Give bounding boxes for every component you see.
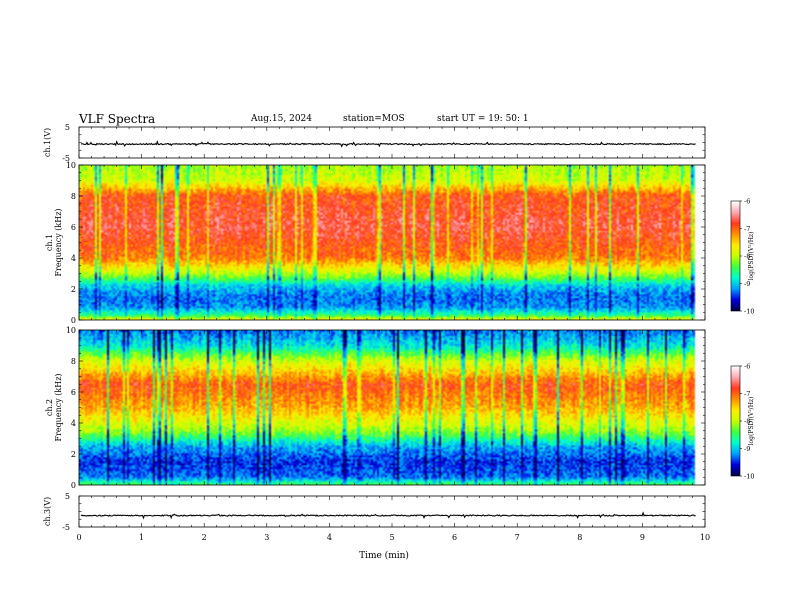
ch1-colorbar-tick-label: -6	[744, 198, 750, 206]
ch2-colorbar-label: log(PSD)(V²/Hz)	[748, 397, 755, 446]
start-time-label: start UT = 19: 50: 1	[437, 114, 529, 124]
ch2-colorbar-tick-label: -10	[744, 473, 754, 481]
x-tick-label: 0	[76, 533, 81, 542]
ch1-waveform-frame	[78, 126, 706, 159]
ch2-spectrogram-ytick-label: 4	[71, 419, 76, 428]
date-label: Aug.15, 2024	[251, 114, 312, 124]
ch1-waveform-trace	[80, 140, 696, 148]
ch3-waveform-ylabel: ch.3(V)	[43, 497, 52, 526]
ch2-spectrogram-ytick-label: 0	[71, 481, 76, 490]
ch1-colorbar-tick-label: -8	[744, 253, 750, 261]
x-tick-label: 7	[515, 533, 520, 542]
ch2-spectrogram-ytick-label: 2	[71, 450, 76, 459]
ch1-colorbar-label: log(PSD)(V²/Hz)	[748, 232, 755, 281]
x-tick-label: 10	[700, 533, 710, 542]
ch1-waveform-ytick-label: -5	[62, 154, 70, 163]
ch3-waveform-ytick-label: -5	[62, 523, 70, 532]
ch1-spectrogram-image	[79, 165, 705, 320]
ch1-spectrogram-ytick-label: 4	[71, 254, 76, 263]
x-tick-label: 2	[202, 533, 207, 542]
ch1-colorbar-tick-label: -9	[744, 280, 750, 288]
ch2-colorbar	[731, 366, 740, 476]
x-tick-label: 6	[452, 533, 457, 542]
ch1-spectrogram-ytick-label: 10	[66, 161, 76, 170]
ch1-colorbar-tick-label: -10	[744, 308, 754, 316]
ch2-spectrogram-ytick-label: 8	[71, 357, 76, 366]
station-label: station=MOS	[343, 114, 405, 124]
chart-title: VLF Spectra	[79, 112, 156, 126]
ch3-waveform-frame	[78, 495, 706, 528]
ch2-colorbar-tick-label: -9	[744, 445, 750, 453]
ch2-colorbar-tick-label: -8	[744, 418, 750, 426]
ch1-spectrogram-ytick-label: 8	[71, 192, 76, 201]
ch2-colorbar-tick-label: -7	[744, 390, 750, 398]
ch1-waveform-ylabel: ch.1(V)	[43, 128, 52, 157]
ch2-spectrogram-ylabel: Frequency (kHz)	[54, 373, 63, 441]
x-tick-label: 9	[640, 533, 645, 542]
x-tick-label: 4	[327, 533, 332, 542]
ch1-spectrogram-ytick-label: 0	[71, 316, 76, 325]
ch1-spectrogram-ylabel-channel: ch.1	[45, 234, 54, 251]
x-tick-label: 1	[139, 533, 144, 542]
ch1-waveform-ytick-label: 5	[65, 123, 70, 132]
ch3-waveform-trace	[80, 511, 696, 520]
ch1-spectrogram-ylabel: Frequency (kHz)	[54, 208, 63, 276]
x-axis-label: Time (min)	[359, 550, 409, 561]
ch2-spectrogram-image	[79, 330, 705, 485]
ch1-colorbar-tick-label: -7	[744, 225, 750, 233]
ch1-spectrogram-ytick-label: 6	[71, 223, 76, 232]
ch1-spectrogram-ytick-label: 2	[71, 285, 76, 294]
ch1-colorbar	[731, 201, 740, 311]
x-tick-label: 3	[264, 533, 269, 542]
ch2-spectrogram-ytick-label: 10	[66, 326, 76, 335]
ch2-spectrogram-ylabel-channel: ch.2	[45, 399, 54, 416]
ch3-waveform-ytick-label: 5	[65, 492, 70, 501]
x-tick-label: 5	[389, 533, 394, 542]
ch2-spectrogram-ytick-label: 6	[71, 388, 76, 397]
x-tick-label: 8	[577, 533, 582, 542]
ch2-colorbar-tick-label: -6	[744, 363, 750, 371]
